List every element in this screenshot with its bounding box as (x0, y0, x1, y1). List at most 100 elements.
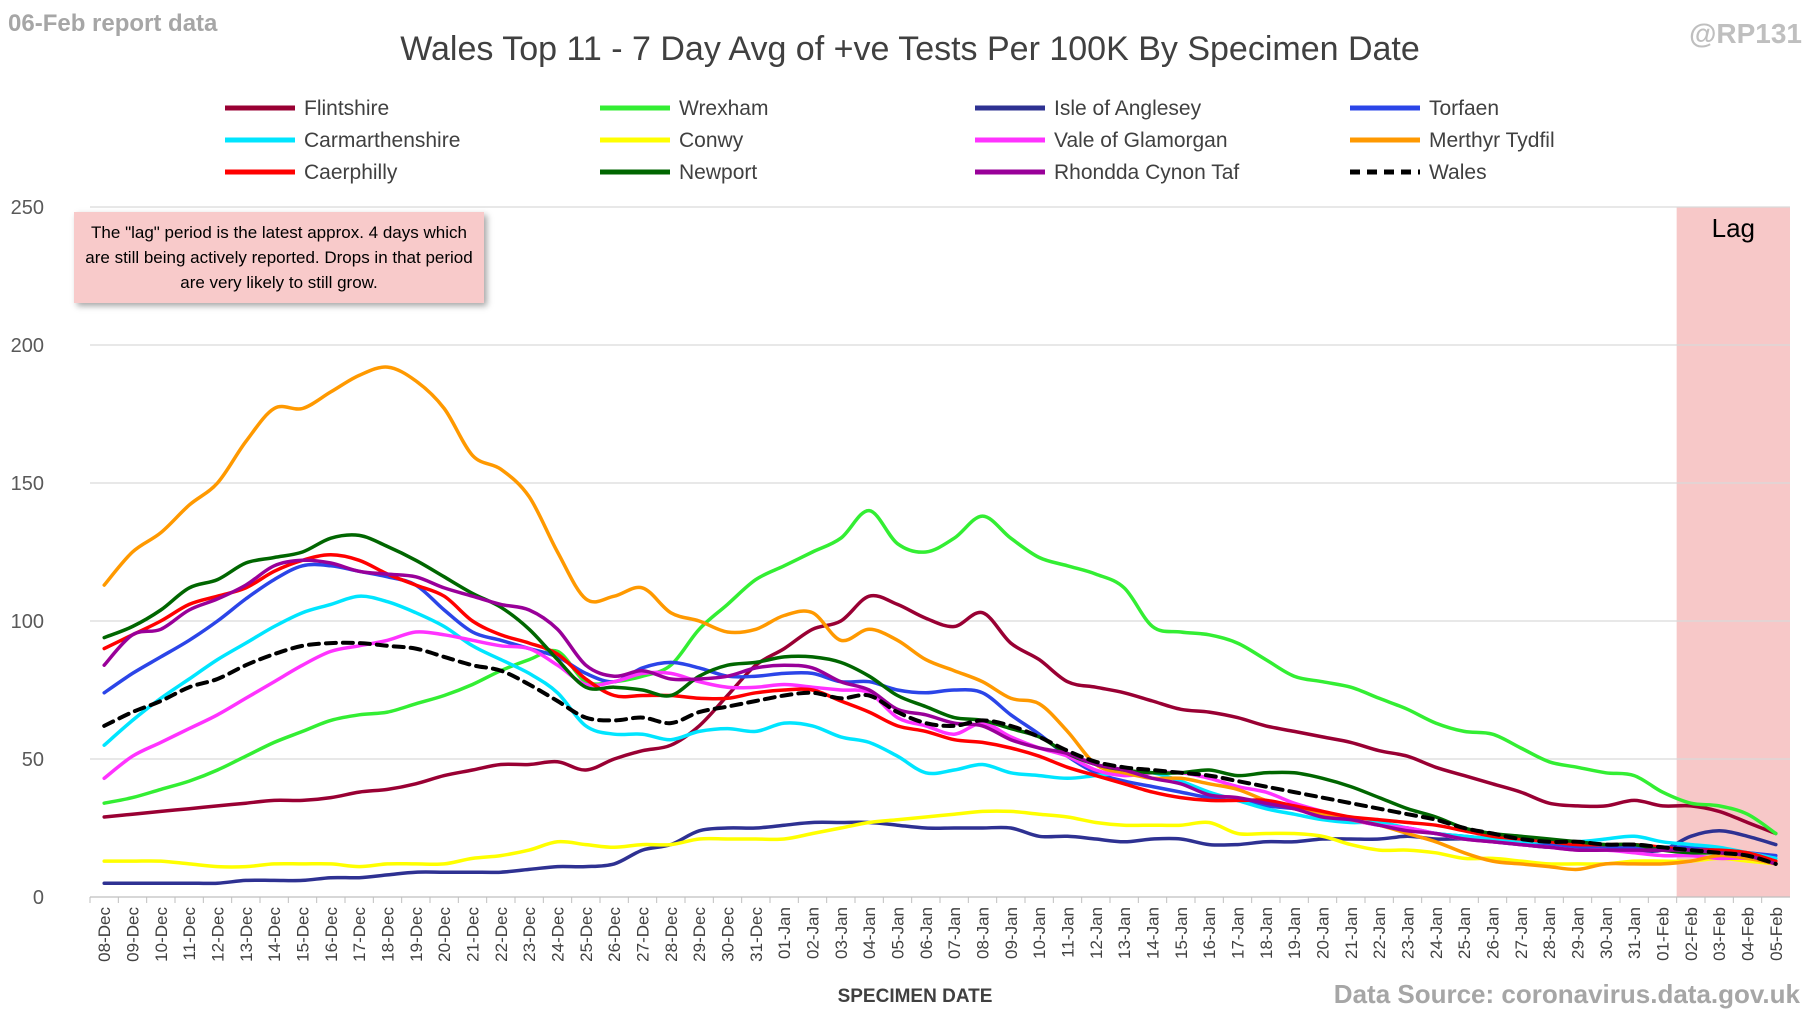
x-tick-label: 21-Jan (1342, 907, 1361, 959)
series-line-wales (102, 640, 1778, 866)
x-tick-label: 28-Dec (662, 907, 681, 962)
x-tick-label: 03-Jan (832, 907, 851, 959)
x-tick-label: 25-Dec (577, 907, 596, 962)
x-tick-label: 02-Jan (804, 907, 823, 959)
series-line-isle-of-anglesey (102, 820, 1778, 886)
x-tick-label: 08-Dec (95, 907, 114, 962)
x-tick-label: 20-Dec (435, 907, 454, 962)
x-tick-label: 15-Dec (294, 907, 313, 962)
legend-label-rhondda-cynon-taf: Rhondda Cynon Taf (1054, 161, 1239, 184)
x-tick-label: 11-Dec (180, 907, 199, 961)
series-line-conwy (102, 809, 1778, 869)
legend-label-merthyr-tydfil: Merthyr Tydfil (1429, 129, 1555, 152)
x-tick-label: 14-Dec (265, 907, 284, 962)
x-tick-label: 18-Jan (1257, 907, 1276, 959)
x-tick-label: 19-Jan (1285, 907, 1304, 959)
x-tick-label: 21-Dec (464, 907, 483, 962)
x-tick-label: 28-Jan (1540, 907, 1559, 959)
series-line-carmarthenshire (102, 594, 1778, 861)
x-tick-label: 13-Dec (237, 907, 256, 962)
series-line-merthyr-tydfil (102, 365, 1778, 872)
x-tick-label: 23-Jan (1399, 907, 1418, 959)
lag-label: Lag (1712, 213, 1755, 243)
series-line-torfaen (102, 562, 1778, 858)
x-tick-label: 19-Dec (407, 907, 426, 962)
series-lines (102, 365, 1778, 886)
x-tick-label: 31-Jan (1625, 907, 1644, 959)
x-tick-label: 18-Dec (379, 907, 398, 962)
x-tick-label: 25-Jan (1455, 907, 1474, 959)
y-tick-label: 250 (11, 197, 44, 219)
x-tick-label: 26-Dec (605, 907, 624, 962)
legend-label-conwy: Conwy (679, 129, 744, 152)
x-tick-label: 27-Dec (634, 907, 653, 962)
x-tick-label: 26-Jan (1484, 907, 1503, 959)
x-tick-label: 31-Dec (747, 907, 766, 962)
x-tick-label: 06-Jan (917, 907, 936, 959)
x-tick-label: 10-Dec (152, 907, 171, 962)
x-tick-label: 08-Jan (974, 907, 993, 959)
legend-label-carmarthenshire: Carmarthenshire (304, 129, 460, 152)
x-tick-label: 30-Dec (719, 907, 738, 962)
data-source-label: Data Source: coronavirus.data.gov.uk (1333, 979, 1800, 1009)
legend-label-caerphilly: Caerphilly (304, 161, 398, 184)
chart-legend: Flintshire Wrexham Isle of Anglesey Torfaen… (225, 97, 1555, 184)
x-tick-label: 22-Dec (492, 907, 511, 962)
x-tick-label: 15-Jan (1172, 907, 1191, 959)
legend-label-torfaen: Torfaen (1429, 97, 1499, 120)
x-tick-label: 12-Jan (1087, 907, 1106, 959)
legend-label-wrexham: Wrexham (679, 97, 768, 120)
legend-label-isle-of-anglesey: Isle of Anglesey (1054, 97, 1202, 120)
x-tick-label: 04-Jan (860, 907, 879, 959)
series-line-rhondda-cynon-taf (102, 558, 1778, 866)
x-tick-label: 16-Dec (322, 907, 341, 962)
x-tick-label: 27-Jan (1512, 907, 1531, 959)
x-tick-label: 07-Jan (945, 907, 964, 959)
x-axis-label: SPECIMEN DATE (838, 986, 993, 1007)
y-tick-label: 150 (11, 473, 44, 495)
x-tick-label: 01-Jan (775, 907, 794, 959)
series-line-wrexham (102, 508, 1778, 836)
chart-title: Wales Top 11 - 7 Day Avg of +ve Tests Pe… (400, 30, 1420, 68)
lag-band (1676, 207, 1790, 897)
legend-label-newport: Newport (679, 161, 757, 184)
x-tick-label: 05-Jan (889, 907, 908, 959)
x-tick-label: 24-Dec (549, 907, 568, 962)
x-tick-label: 09-Dec (124, 907, 143, 962)
y-tick-label: 0 (33, 887, 44, 909)
y-axis: 0 50 100 150 200 250 (11, 197, 44, 909)
x-tick-label: 17-Dec (350, 907, 369, 962)
x-tick-label: 03-Feb (1710, 907, 1729, 961)
x-tick-label: 23-Dec (520, 907, 539, 962)
x-tick-label: 04-Feb (1739, 907, 1758, 961)
x-tick-label: 29-Dec (690, 907, 709, 962)
y-tick-label: 200 (11, 335, 44, 357)
x-tick-label: 13-Jan (1115, 907, 1134, 959)
x-axis: 08-Dec 09-Dec 10-Dec 11-Dec 12-Dec 13-Dec 14-D… (89, 897, 1786, 962)
x-tick-label: 29-Jan (1569, 907, 1588, 959)
y-tick-label: 50 (22, 749, 44, 771)
author-handle: @RP131 (1689, 18, 1802, 49)
x-tick-label: 16-Jan (1200, 907, 1219, 959)
x-tick-label: 20-Jan (1314, 907, 1333, 959)
x-tick-label: 05-Feb (1767, 907, 1786, 961)
report-date-label: 06-Feb report data (8, 10, 218, 37)
lag-note: The "lag" period is the latest approx. 4… (74, 212, 484, 303)
x-tick-label: 22-Jan (1370, 907, 1389, 959)
x-tick-label: 12-Dec (209, 907, 228, 962)
series-line-flintshire (102, 593, 1778, 836)
legend-label-wales: Wales (1429, 161, 1487, 184)
x-tick-label: 17-Jan (1229, 907, 1248, 959)
x-tick-label: 10-Jan (1030, 907, 1049, 959)
y-tick-label: 100 (11, 611, 44, 633)
x-tick-label: 11-Jan (1059, 907, 1078, 958)
x-tick-label: 09-Jan (1002, 907, 1021, 959)
x-tick-label: 01-Feb (1654, 907, 1673, 961)
x-tick-label: 24-Jan (1427, 907, 1446, 959)
x-tick-label: 30-Jan (1597, 907, 1616, 959)
x-tick-label: 14-Jan (1144, 907, 1163, 959)
legend-label-flintshire: Flintshire (304, 97, 389, 120)
x-tick-label: 02-Feb (1682, 907, 1701, 961)
legend-label-vale-of-glamorgan: Vale of Glamorgan (1054, 129, 1228, 152)
